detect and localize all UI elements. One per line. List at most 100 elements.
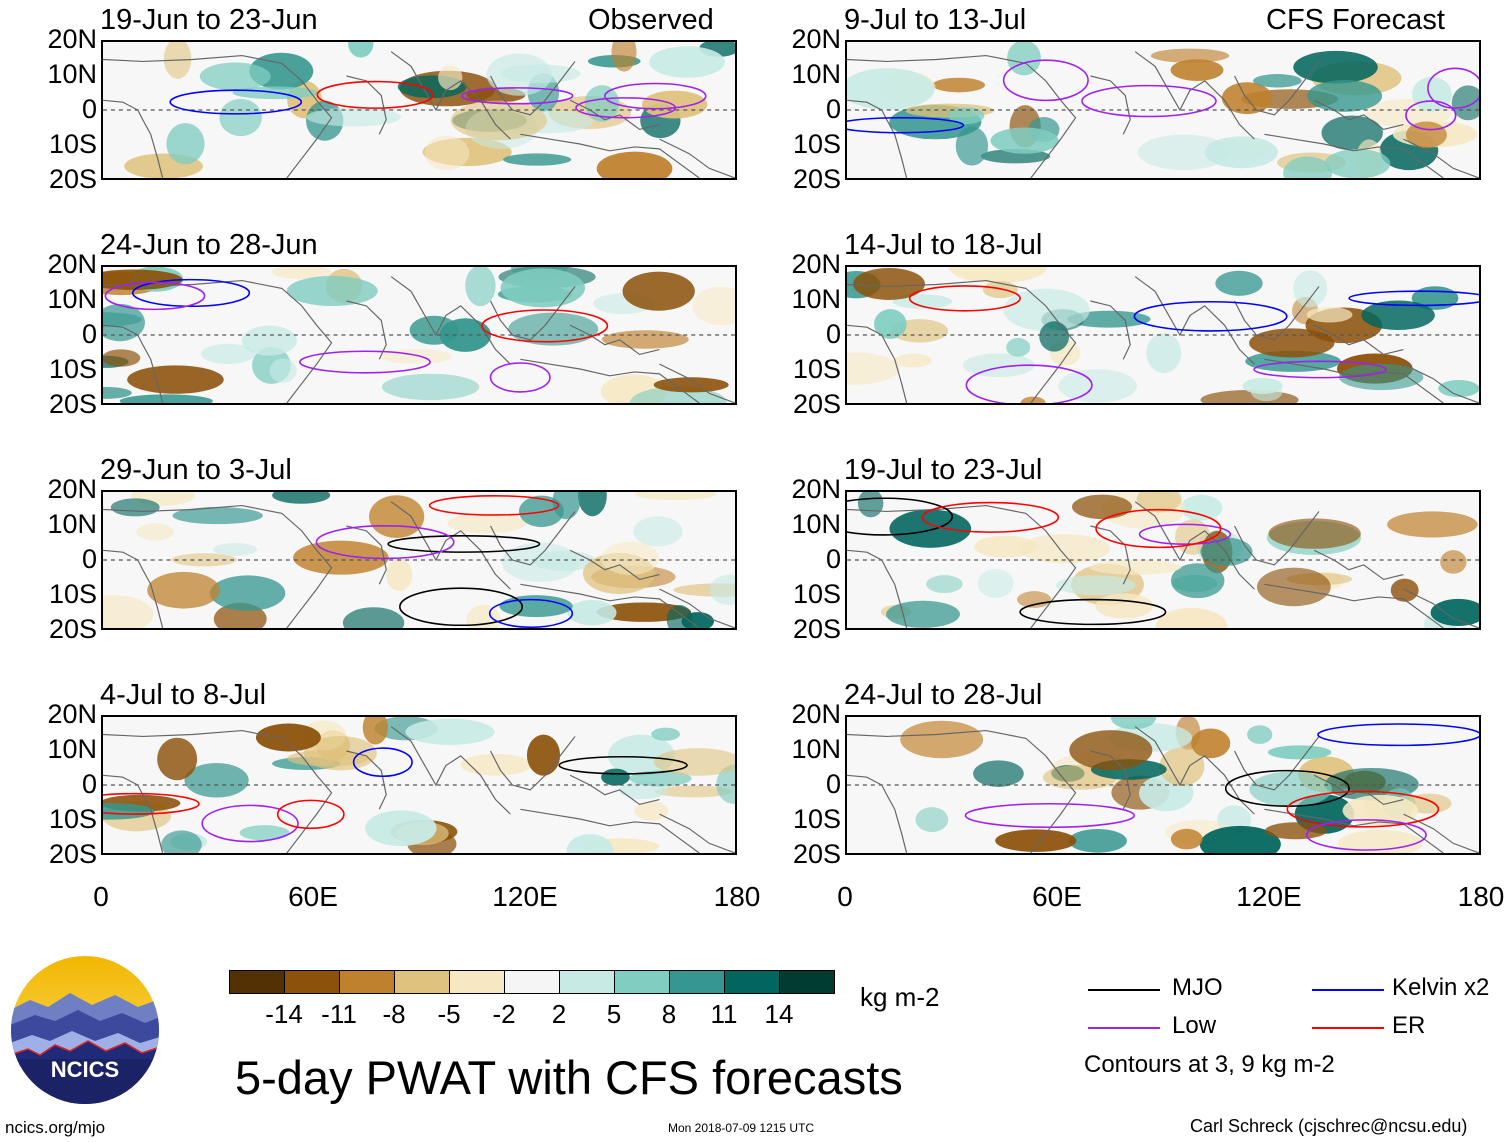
moist-anomaly-blob: [200, 343, 256, 364]
coastline: [1403, 588, 1479, 628]
moist-anomaly-blob: [1338, 363, 1424, 391]
moist-anomaly-blob: [239, 825, 290, 841]
lon-label: 180: [1457, 881, 1505, 912]
moist-anomaly-blob: [272, 492, 331, 504]
colorbar-tick-label: 8: [661, 999, 677, 1029]
dry-anomaly-blob: [1249, 328, 1335, 358]
coastline: [1234, 736, 1320, 791]
pwat-map: [103, 492, 735, 628]
dry-anomaly-blob: [653, 748, 735, 776]
moist-anomaly-blob: [1306, 79, 1383, 112]
dry-anomaly-blob: [460, 753, 532, 776]
panel-title: 24-Jul to 28-Jul: [844, 679, 1043, 711]
moist-anomaly-blob: [500, 64, 581, 83]
moist-anomaly-blob: [365, 810, 437, 847]
map-panel-observed-4: [101, 715, 737, 855]
moist-anomaly-blob: [577, 492, 607, 517]
lat-label: 0: [825, 769, 841, 799]
dry-anomaly-blob: [1170, 59, 1224, 81]
colorbar-swatch: [779, 970, 835, 994]
lon-label: 0: [837, 881, 853, 912]
coastline: [1090, 750, 1131, 810]
moist-anomaly-blob: [886, 600, 960, 628]
dry-anomaly-blob: [171, 553, 237, 567]
moist-anomaly-blob: [119, 394, 213, 403]
moist-anomaly-blob: [552, 492, 581, 520]
lat-label: 10S: [48, 354, 97, 384]
filter-contour: [921, 501, 1060, 533]
pwat-map: [103, 42, 735, 178]
filter-contour: [131, 278, 251, 308]
coastline: [847, 324, 908, 403]
footer-website: ncics.org/mjo: [5, 1118, 106, 1137]
moist-anomaly-blob: [1451, 85, 1479, 121]
coastline: [346, 525, 387, 585]
dry-anomaly-blob: [1264, 822, 1327, 840]
legend-line-kelvin: [1312, 989, 1384, 991]
dry-anomaly-blob: [362, 717, 388, 745]
dry-anomaly-blob: [1018, 534, 1111, 564]
moist-anomaly-blob: [666, 604, 693, 628]
lat-label: 10N: [47, 284, 97, 314]
lat-label: 20N: [791, 249, 841, 279]
coastline: [569, 324, 660, 356]
dry-anomaly-blob: [103, 349, 141, 367]
lat-label: 10S: [48, 129, 97, 159]
moist-anomaly-blob: [1068, 829, 1127, 853]
pwat-map: [103, 717, 735, 853]
moist-anomaly-blob: [1003, 288, 1090, 332]
lat-label: 10N: [47, 734, 97, 764]
dry-anomaly-blob: [1136, 492, 1182, 513]
panel-title: 19-Jul to 23-Jul: [844, 454, 1043, 486]
coastline: [1313, 549, 1404, 581]
dry-anomaly-blob: [932, 77, 986, 93]
lon-label: 60E: [288, 881, 338, 912]
lat-label: 20N: [791, 24, 841, 54]
moist-anomaly-blob: [633, 516, 683, 547]
filter-contour: [1253, 360, 1387, 379]
coastline: [490, 511, 576, 566]
lon-label: 120E: [1236, 881, 1302, 912]
colorbar-swatch: [669, 970, 725, 994]
moist-anomaly-blob: [1146, 333, 1182, 374]
coastline: [103, 505, 333, 628]
lat-label: 10N: [47, 509, 97, 539]
filter-contour: [315, 525, 455, 560]
panel-title: 14-Jul to 18-Jul: [844, 229, 1043, 261]
filter-contour: [964, 802, 1135, 829]
colorbar-swatch: [449, 970, 505, 994]
pwat-map: [847, 267, 1479, 403]
dry-anomaly-blob: [622, 271, 695, 311]
coastline: [520, 358, 700, 403]
filter-contour: [1427, 67, 1479, 109]
moist-anomaly-blob: [500, 268, 586, 308]
dry-anomaly-blob: [634, 492, 717, 501]
filter-contour: [316, 80, 434, 109]
dry-anomaly-blob: [293, 540, 389, 575]
dry-anomaly-blob: [654, 785, 733, 798]
coastline: [1234, 286, 1320, 341]
moist-anomaly-blob: [110, 498, 160, 517]
pwat-map: [103, 267, 735, 403]
moist-anomaly-blob: [241, 325, 297, 356]
lat-label: 20S: [792, 164, 841, 194]
filter-contour: [847, 497, 954, 536]
filter-contour: [1305, 819, 1427, 851]
lat-label: 10N: [791, 59, 841, 89]
lon-label: 120E: [492, 881, 558, 912]
dry-anomaly-blob: [157, 737, 198, 781]
dry-anomaly-blob: [1155, 607, 1228, 628]
legend-line-er: [1312, 1027, 1384, 1029]
dry-anomaly-blob: [135, 523, 174, 541]
coastline: [659, 588, 735, 628]
dry-anomaly-blob: [127, 365, 224, 394]
moist-anomaly-blob: [405, 718, 495, 745]
map-panel-forecast-1: [845, 40, 1481, 180]
filter-contour: [1317, 723, 1479, 747]
map-panel-observed-3: [101, 490, 737, 630]
coastline: [1134, 276, 1255, 365]
colorbar-tick-label: -5: [437, 999, 461, 1029]
filter-contour: [276, 799, 345, 830]
dry-anomaly-blob: [995, 829, 1077, 852]
lat-label: 10S: [48, 579, 97, 609]
